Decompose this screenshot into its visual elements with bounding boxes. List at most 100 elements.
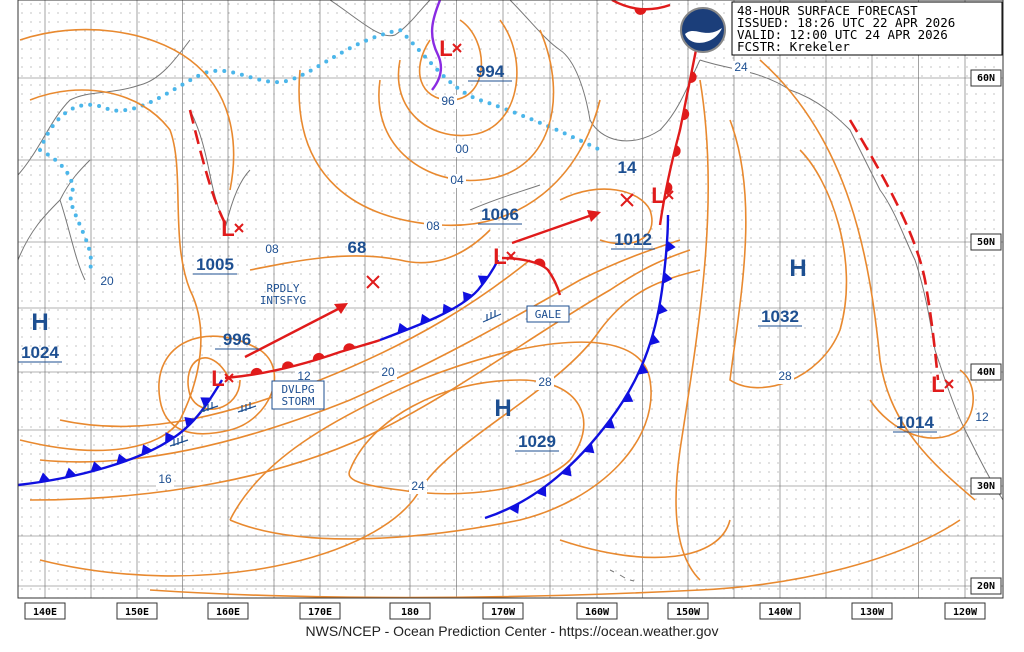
cold-front-mark: [462, 291, 474, 303]
longitude-label: 170E: [308, 607, 332, 618]
header-line: 48-HOUR SURFACE FORECAST: [737, 3, 918, 18]
lat-box: [970, 233, 1002, 251]
lat-box: [970, 363, 1002, 381]
latitude-label: 50N: [977, 237, 995, 248]
low-x: [224, 373, 234, 383]
system-symbol: H: [31, 309, 48, 336]
longitude-label: 160W: [585, 607, 610, 618]
cold-front-mark: [184, 416, 196, 428]
warm-front-mark: [250, 367, 263, 375]
cold-front-mark: [477, 275, 489, 286]
latitude-label: 30N: [977, 481, 995, 492]
isobar-label-bg: [379, 366, 397, 380]
longitude-label: 140W: [768, 607, 793, 618]
footer: NWS/NCEP - Ocean Prediction Center - htt…: [306, 623, 719, 639]
annotation: DVLPG: [281, 383, 314, 396]
isobar-label: 96: [441, 94, 455, 108]
isobar-label-bg: [732, 61, 750, 75]
longitude-label: 180: [401, 607, 419, 618]
lon-box: [667, 602, 709, 620]
system-pressure: 1006: [481, 205, 519, 224]
annotation: INTSFYG: [260, 294, 306, 307]
isobar-label: 28: [538, 375, 552, 389]
system-symbol: L: [931, 372, 944, 397]
noaa-logo: [680, 7, 726, 53]
isobar-label: 20: [381, 365, 395, 379]
low-x: [234, 223, 244, 233]
longitude-label: 170W: [491, 607, 516, 618]
motion-arrows: [244, 193, 634, 359]
header-line: FCSTR: Krekeler: [737, 39, 850, 54]
warm-front-mark: [665, 181, 673, 194]
wind-barbs: [169, 310, 502, 447]
isobar-label: 04: [450, 173, 464, 187]
isobar-label-bg: [98, 275, 116, 289]
isobar-label: 12: [297, 369, 311, 383]
cold-front-mark: [583, 442, 595, 454]
cold-front-mark: [397, 322, 409, 334]
longitude-label: 120W: [953, 607, 978, 618]
header-line: VALID: 12:00 UTC 24 APR 2026: [737, 27, 948, 42]
isobar-label-bg: [156, 473, 174, 487]
cold-front-mark: [604, 418, 615, 429]
cold-front-mark: [442, 303, 454, 315]
system-symbol: L: [211, 366, 224, 391]
system-pressure: 1024: [21, 343, 59, 362]
lon-box: [759, 602, 801, 620]
system-symbol: H: [789, 255, 806, 282]
cold-front-mark: [38, 472, 51, 483]
isobar-label-bg: [448, 174, 466, 188]
longitude-label: 150E: [125, 607, 149, 618]
warm-front-mark: [312, 352, 325, 361]
system-symbol: H: [494, 395, 511, 422]
system-pressure: 994: [476, 62, 505, 81]
isobar-label: 24: [734, 60, 748, 74]
longitude-label: 130W: [860, 607, 885, 618]
cold-front-mark: [420, 313, 432, 325]
cold-front-mark: [662, 271, 673, 284]
latitude-label: 20N: [977, 581, 995, 592]
cold-front-mark: [200, 397, 212, 408]
cold-front-mark: [536, 486, 547, 497]
annotation: RPDLY: [266, 282, 299, 295]
system-symbol: L: [493, 244, 506, 269]
fronts: [17, 0, 940, 520]
isobar-label: 08: [426, 219, 440, 233]
lat-box: [970, 577, 1002, 595]
annotation: STORM: [281, 395, 314, 408]
header-box: [731, 1, 1003, 56]
cold-front-mark: [637, 363, 649, 375]
map-frame: [17, 0, 1004, 599]
low-x: [664, 190, 674, 200]
isobar-label-bg: [973, 411, 991, 425]
system-pressure: 1029: [518, 432, 556, 451]
annotation-box: [526, 305, 570, 323]
lon-box: [851, 602, 893, 620]
ice-edge: [38, 27, 602, 272]
cold-front-mark: [90, 461, 103, 472]
latitude-label: 60N: [977, 73, 995, 84]
system-symbol: L: [221, 216, 234, 241]
isobar-label-bg: [536, 376, 554, 390]
cold-front-mark: [649, 333, 660, 346]
lat-box: [970, 477, 1002, 495]
system-symbol: L: [439, 36, 452, 61]
warm-front-mark: [282, 361, 294, 369]
low-x: [944, 379, 954, 389]
cold-front-mark: [116, 453, 128, 465]
warm-front-mark: [533, 258, 546, 267]
cold-front-mark: [508, 503, 520, 514]
forecast-pressure: 68: [348, 238, 367, 257]
system-pressure: 1012: [614, 230, 652, 249]
warm-front-mark: [682, 108, 690, 121]
lon-box: [24, 602, 66, 620]
header-line: ISSUED: 18:26 UTC 22 APR 2026: [737, 15, 955, 30]
isobar-label-bg: [409, 480, 427, 494]
lon-box: [576, 602, 618, 620]
lon-box: [944, 602, 986, 620]
lon-box: [482, 602, 524, 620]
system-pressure: 1005: [196, 255, 234, 274]
isobar-label-bg: [776, 370, 794, 384]
warm-front-mark: [634, 8, 647, 15]
